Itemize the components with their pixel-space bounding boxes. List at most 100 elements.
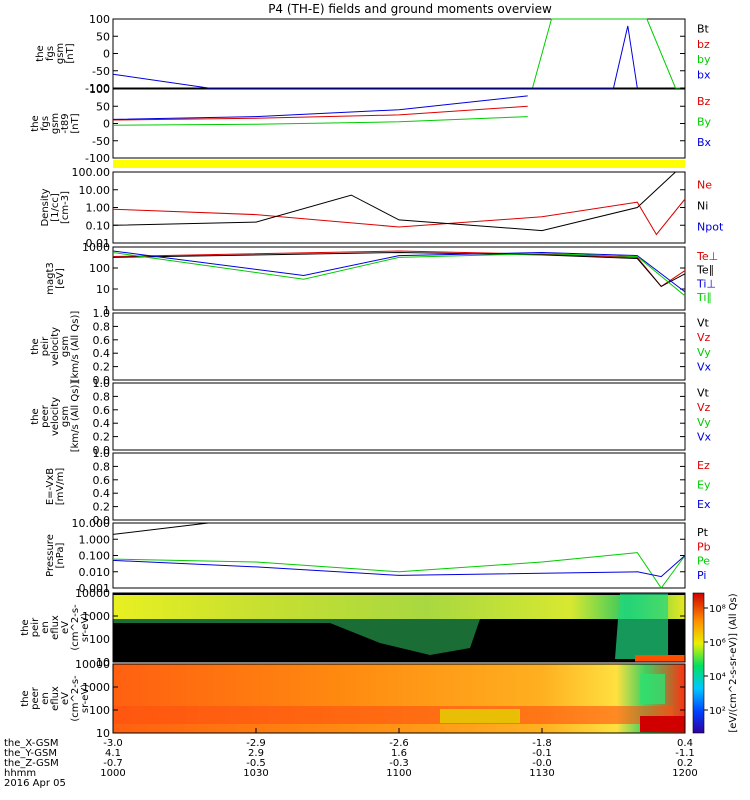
legend-Ex: Ex: [697, 498, 711, 511]
y-tick-label: -100: [85, 82, 110, 95]
y-tick-label: 1000: [82, 681, 110, 694]
legend-Te∥: Te∥: [696, 264, 714, 277]
y-tick-label: 1: [103, 304, 110, 317]
x-tick-label: 0.2: [677, 758, 693, 769]
ylabel-line: (cm^2-s-: [70, 675, 81, 722]
ylabel-line: the: [30, 338, 41, 354]
y-tick-label: 1.0: [93, 447, 111, 460]
series-layer: [112, 18, 686, 589]
panel-ylabel: the peir velocity gsm [km/s (All Qs)]: [30, 311, 81, 383]
y-tick-label: 10: [96, 656, 110, 669]
panel-legend: Vt Vz Vy Vx: [697, 386, 712, 443]
ylabel-line: eV: [60, 621, 71, 634]
y-tick-label: 1000: [82, 241, 110, 254]
panel-density: 100.00 10.00 1.00 0.10 0.01 Density [1/cc] [cm-…: [40, 166, 724, 250]
legend-Npot: Npot: [697, 221, 724, 234]
xaxis-date: 2016 Apr 05: [4, 778, 66, 789]
y-tick-label: 0.2: [93, 361, 111, 374]
y-tick-label: 0.10: [86, 219, 111, 232]
ylabel-line: peir: [40, 336, 51, 356]
ylabel-line: sr-eV): [80, 684, 91, 713]
ylabel-line: Pressure: [45, 534, 56, 577]
y-tick-label: 100: [89, 633, 110, 646]
y-tick-label: 0.8: [93, 460, 111, 473]
colorbar-tick-label: 10²: [709, 706, 726, 717]
y-tick-label: 1.0: [93, 307, 111, 320]
ylabel-line: velocity: [50, 397, 61, 436]
x-tick-label: 2.9: [248, 748, 264, 759]
x-tick-label: 1000: [100, 768, 125, 779]
panel-peir_flux: 10000 1000 100 10 the peir en eflux eV (cm^2-s-sr…: [20, 587, 686, 669]
legend-Pt: Pt: [697, 526, 709, 539]
colorbar-ticks: 10⁸ 10⁶ 10⁴ 10²: [704, 604, 726, 717]
y-tick-label: 0.6: [93, 334, 111, 347]
legend-Pe: Pe: [697, 555, 710, 568]
ylabel-line: Density: [40, 188, 51, 226]
y-tick-label: 0.001: [79, 582, 111, 595]
series-Ne: [112, 198, 686, 236]
ylabel-line: gsm: [50, 113, 61, 134]
panel-fgs_t89: 100 50 0 -50 -100 the fgs gsm -t89 [nT] Bz By Bx: [30, 83, 712, 165]
series-Te∥: [112, 251, 686, 288]
y-tick-label: 10: [96, 283, 110, 296]
panel-ylabel: Density [1/cc] [cm-3]: [40, 188, 71, 226]
spectrogram-low-band: [635, 655, 685, 662]
series-Ti⊥: [112, 250, 686, 293]
ylabel-line: [nPa]: [55, 542, 66, 568]
spectrogram-burst: [640, 674, 665, 704]
panel-temp: 1000 100 10 1 magt3 [eV] Te⊥Te∥Ti⊥Ti∥: [45, 241, 718, 317]
x-tick-label: 1130: [529, 768, 554, 779]
panel-legend: Bz By Bx: [697, 95, 712, 149]
ylabel-line: [km/s (All Qs)]: [70, 311, 81, 383]
series-Bx: [112, 95, 528, 120]
ylabel-line: the: [30, 115, 41, 131]
colorbar-label: [eV/(cm^2-s-sr-eV)] (All Qs): [728, 593, 739, 732]
y-tick-label: 0.0: [93, 444, 111, 457]
ylabel-line: fgs: [40, 116, 51, 131]
ylabel-line: gsm: [60, 336, 71, 357]
y-tick-label: 0.6: [93, 404, 111, 417]
colorbar-gradient: [692, 592, 705, 734]
ylabel-line: en: [40, 621, 51, 634]
spectrogram-burst: [615, 593, 668, 659]
y-tick-label: 0.0: [93, 374, 111, 387]
y-tick-label: 0.4: [93, 347, 111, 360]
legend-Vz: Vz: [697, 331, 711, 344]
y-tick-label: 0.0: [93, 514, 111, 527]
legend-bz: bz: [697, 38, 710, 51]
y-tick-label: 0.01: [86, 237, 111, 250]
ylabel-line: [nT]: [70, 113, 81, 133]
panel-ylabel: the peer velocity gsm [km/s (All Qs)]: [30, 381, 81, 453]
y-tick-label: 0.4: [93, 487, 111, 500]
y-tick-label: 0.8: [93, 390, 111, 403]
y-tick-label: 0.2: [93, 501, 111, 514]
colorbar-tick-label: 10⁶: [709, 638, 726, 649]
ylabel-line: [nT]: [65, 43, 76, 63]
series-Ni: [112, 171, 676, 232]
panel-ylabel: the peer en eflux eV (cm^2-s-sr-eV): [20, 675, 91, 722]
y-tick-label: 50: [96, 30, 110, 43]
legend-Ez: Ez: [697, 459, 710, 472]
y-tick-label: 10: [96, 727, 110, 740]
legend-bx: bx: [697, 68, 711, 81]
legend-by: by: [697, 53, 711, 66]
y-tick-label: 50: [96, 100, 110, 113]
y-tick-label: 0.8: [93, 320, 111, 333]
panel-legend: Te⊥Te∥Ti⊥Ti∥: [696, 250, 718, 304]
y-tick-label: 10000: [75, 658, 110, 671]
y-tick-label: 100: [89, 704, 110, 717]
spectrogram-band-mid: [113, 619, 480, 655]
x-tick-label: 4.1: [105, 748, 121, 759]
ylabel-line: fgs: [45, 46, 56, 61]
ylabel-line: -t89: [60, 113, 71, 133]
x-tick-label: -0.3: [389, 758, 409, 769]
panel-ylabel: magt3 [eV]: [45, 262, 66, 295]
panel-frame: [112, 171, 686, 244]
panel-ylabel: Pressure [nPa]: [45, 534, 66, 577]
series-Pt: [112, 522, 209, 535]
panel-legend: Ne Ni Npot: [697, 179, 724, 234]
